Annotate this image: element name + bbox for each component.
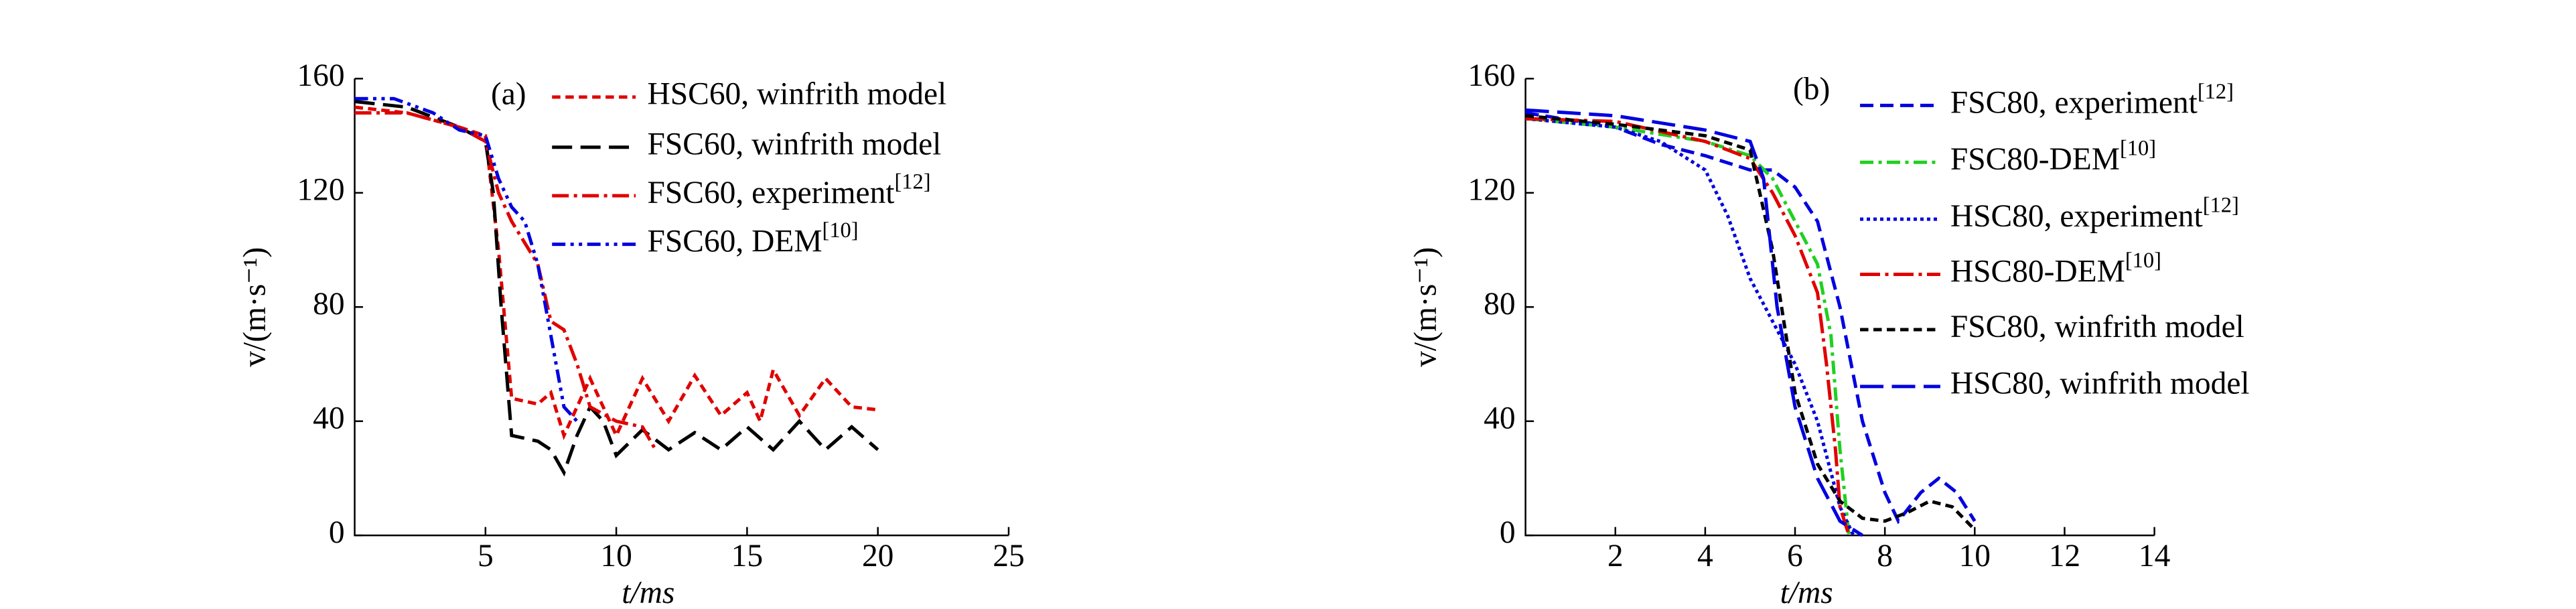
x-axis-label: t/ms [1780,576,1833,609]
x-axis-label: t/ms [622,576,674,609]
x-tick-label: 15 [731,539,763,573]
legend-label: HSC60, winfrith model [648,77,947,112]
legend-label: FSC80, winfrith model [1950,310,2244,344]
legend-label: FSC60, experiment[12] [648,170,931,210]
y-tick-label: 40 [313,401,344,436]
x-tick-label: 12 [2049,539,2080,573]
legend-label: FSC80-DEM[10] [1950,137,2156,177]
x-tick-label: 8 [1877,539,1893,573]
y-tick-label: 80 [313,287,344,322]
y-tick-label: 0 [1500,515,1516,550]
y-tick-label: 80 [1484,287,1515,322]
data-line [1525,117,1855,537]
y-tick-label: 120 [1468,173,1515,208]
data-line [354,111,657,451]
y-axis-label: v/(m·s⁻¹) [238,247,273,367]
legend-label: HSC80, experiment[12] [1950,194,2239,234]
legend-label: HSC80-DEM[10] [1950,249,2161,289]
data-line [1525,117,1851,536]
x-tick-label: 10 [1959,539,1991,573]
x-tick-label: 25 [993,539,1024,573]
data-line [1525,117,1851,536]
x-tick-label: 10 [600,539,632,573]
x-tick-label: 4 [1697,539,1713,573]
panel-label: (b) [1793,72,1830,107]
legend-label: HSC80, winfrith model [1950,366,2250,401]
x-tick-label: 2 [1607,539,1624,573]
panel-label: (a) [491,77,526,112]
y-tick-label: 160 [1468,58,1515,93]
data-line [1525,108,1863,537]
x-tick-label: 20 [862,539,893,573]
data-line [1525,114,1977,531]
x-tick-label: 5 [478,539,494,573]
x-tick-label: 6 [1787,539,1803,573]
legend-label: FSC60, winfrith model [648,127,942,162]
x-tick-label: 14 [2139,539,2170,573]
data-line [1525,111,1977,525]
data-line [354,99,879,477]
y-tick-label: 40 [1484,401,1515,436]
data-line [354,96,579,423]
y-tick-label: 120 [297,173,344,208]
legend-label: FSC80, experiment[12] [1950,80,2234,120]
y-tick-label: 0 [329,515,345,550]
y-tick-label: 160 [297,58,344,93]
legend-label: FSC60, DEM[10] [648,219,859,259]
y-axis-label: v/(m·s⁻¹) [1409,247,1443,367]
